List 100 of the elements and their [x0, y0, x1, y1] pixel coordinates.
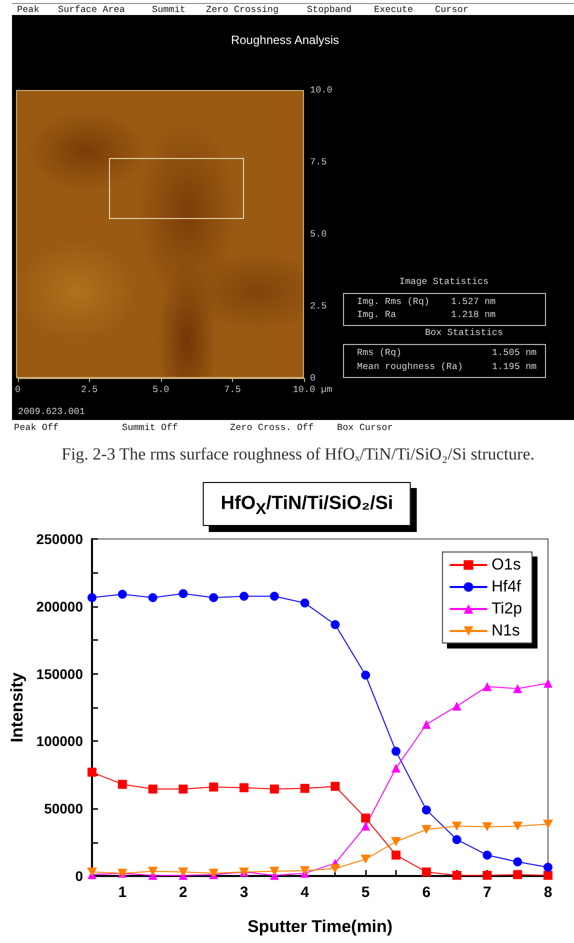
point [482, 870, 492, 880]
y-tick-label: 150000 [36, 666, 84, 682]
text: Peak Off [14, 422, 59, 434]
point [452, 822, 462, 831]
point [87, 867, 97, 876]
text: Zero Cross. Off [230, 422, 314, 434]
point [544, 678, 552, 688]
point [330, 620, 340, 630]
text: Rms (Rq) [357, 346, 402, 358]
text: Surface Area [58, 4, 125, 16]
text: Box Statistics [424, 326, 504, 338]
x-tick-label: 2.5 [80, 384, 98, 395]
point [360, 854, 371, 864]
y-tick-label: 100000 [36, 733, 84, 750]
text: Execute [374, 4, 414, 16]
point [482, 822, 492, 832]
point [544, 870, 552, 880]
point [330, 864, 340, 874]
y-tick-label: 250000 [36, 531, 84, 547]
text: Zero Crossing [206, 4, 279, 16]
point [300, 598, 310, 608]
x-tick-label: 3 [240, 884, 248, 901]
legend-label: N1s [491, 622, 520, 640]
point [178, 867, 188, 876]
y-tick-label: 0 [310, 372, 316, 384]
x-tick-label: 0 [14, 384, 21, 395]
point [482, 850, 492, 860]
point [88, 593, 96, 602]
point [209, 593, 218, 602]
x-tick-label: 8 [544, 884, 552, 901]
point [240, 592, 248, 601]
y-axis-title: Intensity [7, 672, 26, 742]
point [88, 768, 96, 777]
legend-label: Hf4f [491, 578, 522, 596]
point [361, 814, 370, 823]
legend-label: O1s [491, 556, 521, 574]
point [361, 822, 370, 831]
point [513, 857, 522, 866]
y-tick-label: 0 [75, 868, 84, 884]
point [269, 866, 280, 876]
x-tick-label: 10.0 [292, 384, 316, 395]
point [392, 746, 400, 756]
point [240, 783, 248, 792]
point [512, 822, 523, 831]
point [422, 720, 431, 729]
point [452, 702, 462, 711]
chart-title: Roughness Analysis [230, 33, 340, 47]
y-tick-label: 7.5 [310, 156, 327, 168]
point [300, 866, 310, 876]
point [422, 805, 431, 814]
point [148, 593, 158, 602]
x-tick-label: 5 [361, 884, 370, 901]
text: 1.195 nm [492, 360, 537, 372]
point [270, 784, 279, 794]
x-tick-label: 6 [422, 884, 431, 901]
point [300, 784, 310, 793]
text: Summit Off [122, 422, 178, 434]
x-axis-title: µm [321, 384, 333, 395]
point [543, 820, 553, 829]
caption: Fig. 2-3 The rms surface roughness of HfOₓ/TiN/Ti/SiO₂/Si structure. [61, 444, 535, 464]
text: Cursor [435, 4, 468, 16]
y-tick-label: 10.0 [310, 84, 332, 96]
text: 1.218 nm [451, 308, 496, 320]
text: Image Statistics [399, 276, 489, 288]
x-tick-label: 7.5 [224, 384, 241, 395]
x-tick-label: 5.0 [152, 384, 170, 395]
point [118, 590, 127, 599]
x-axis-title: Sputter Time(min) [247, 917, 393, 936]
point [452, 835, 462, 844]
point [392, 850, 400, 860]
y-tick-label: 5.0 [310, 228, 327, 240]
y-tick-label: 200000 [36, 598, 84, 614]
point [178, 784, 188, 794]
y-tick-label: 50000 [44, 800, 84, 817]
point [178, 589, 188, 598]
point [422, 867, 431, 876]
point [392, 764, 400, 773]
text: Img. Rms (Rq) [357, 296, 430, 308]
x-tick-label: 7 [483, 884, 492, 901]
x-tick-label: 4 [300, 884, 310, 901]
point [544, 862, 552, 872]
y-tick-label: 2.5 [310, 300, 327, 312]
text: Mean roughness (Ra) [357, 360, 464, 372]
point [482, 682, 492, 692]
point [209, 782, 218, 792]
point [330, 782, 340, 791]
text: Peak [17, 4, 40, 16]
point [148, 784, 158, 794]
point [421, 824, 432, 834]
point [270, 592, 279, 601]
legend-label: Ti2p [491, 600, 522, 618]
text: 2009.623.001 [18, 406, 85, 418]
text: 1.527 nm [451, 296, 496, 308]
point [452, 870, 462, 880]
point [391, 837, 401, 846]
text: 1.505 nm [492, 346, 537, 358]
x-tick-label: 1 [118, 884, 127, 901]
text: Summit [152, 4, 186, 16]
point [148, 866, 158, 876]
point [513, 684, 522, 694]
